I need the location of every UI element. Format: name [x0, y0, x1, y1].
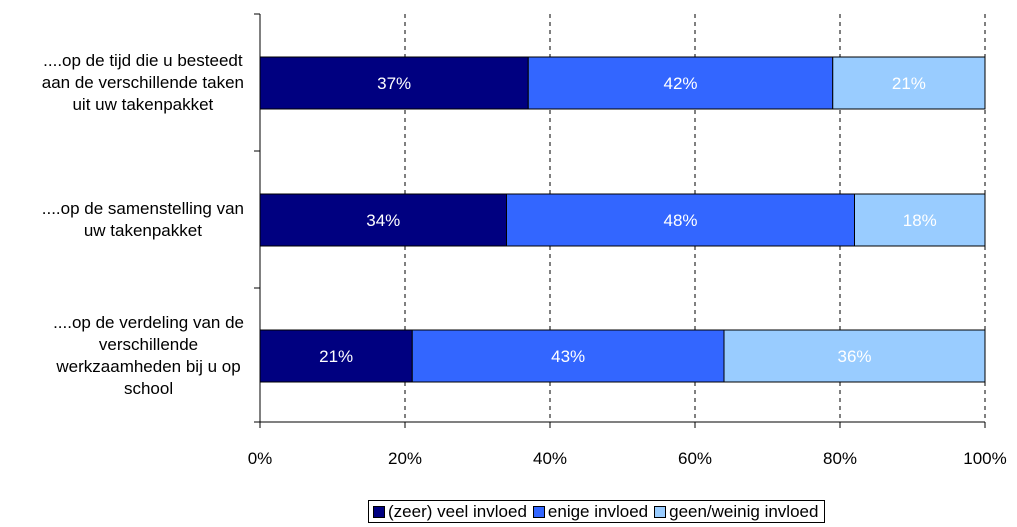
bar-segment [259, 56, 529, 110]
category-label-line: ....op de verdeling van de [53, 313, 244, 332]
category-label: ....op de samenstelling van uw takenpakke… [42, 198, 244, 242]
legend-swatch [654, 505, 667, 518]
data-label: 34% [366, 211, 400, 230]
x-tick-label: 20% [388, 449, 422, 468]
bar-segment [506, 193, 855, 247]
legend-label: (zeer) veel invloed [388, 501, 527, 521]
legend-item: (zeer) veel invloed [373, 502, 527, 522]
bars: 37% 42% 21% 34% 48% 18% 21% 43% 36% [259, 56, 986, 383]
x-tick-label: 0% [248, 449, 273, 468]
legend-item: enige invloed [532, 501, 649, 522]
category-label-line: werkzaamheden bij u op [56, 357, 241, 376]
category-label-line: verschillende [98, 335, 199, 354]
category-label-line: school [123, 379, 174, 398]
bar-segment [854, 193, 986, 247]
legend-swatch [373, 505, 385, 518]
data-label: 43% [551, 347, 585, 366]
data-label: 42% [663, 74, 697, 93]
category-label-line: ....op de samenstelling van [41, 199, 244, 218]
category-label: ....op de verdeling van de verschillende w… [53, 312, 244, 400]
bar-segment [259, 193, 507, 247]
x-tick-label: 100% [963, 449, 1006, 468]
legend-item: geen/weinig invloed [654, 502, 818, 522]
data-label: 36% [837, 347, 871, 366]
x-tick-label: 60% [678, 449, 712, 468]
category-label-line: uw takenpakket [83, 221, 202, 240]
axes: 0% 20% 40% 60% 80% 100% [248, 13, 1007, 468]
category-label: ....op de tijd die u besteedt aan de vers… [42, 50, 244, 116]
bar-segment [832, 56, 986, 110]
bar-segment [527, 56, 834, 110]
data-label: 21% [892, 74, 926, 93]
legend-label: enige invloed [547, 501, 649, 521]
data-label: 18% [903, 211, 937, 230]
category-label-line: aan de verschillende taken [41, 73, 244, 92]
data-label: 48% [663, 211, 697, 230]
data-label: 21% [319, 347, 353, 366]
data-label: 37% [377, 74, 411, 93]
x-tick-label: 80% [823, 449, 857, 468]
legend-label: geen/weinig invloed [669, 501, 819, 521]
x-tick-label: 40% [533, 449, 567, 468]
category-label-line: uit uw takenpakket [72, 95, 214, 114]
legend: (zeer) veel invloed enige invloed geen/wei… [368, 500, 826, 523]
legend-swatch [532, 505, 545, 518]
category-label-line: ....op de tijd die u besteedt [43, 51, 243, 70]
bar-segment [723, 329, 986, 383]
bar-segment [259, 329, 413, 383]
